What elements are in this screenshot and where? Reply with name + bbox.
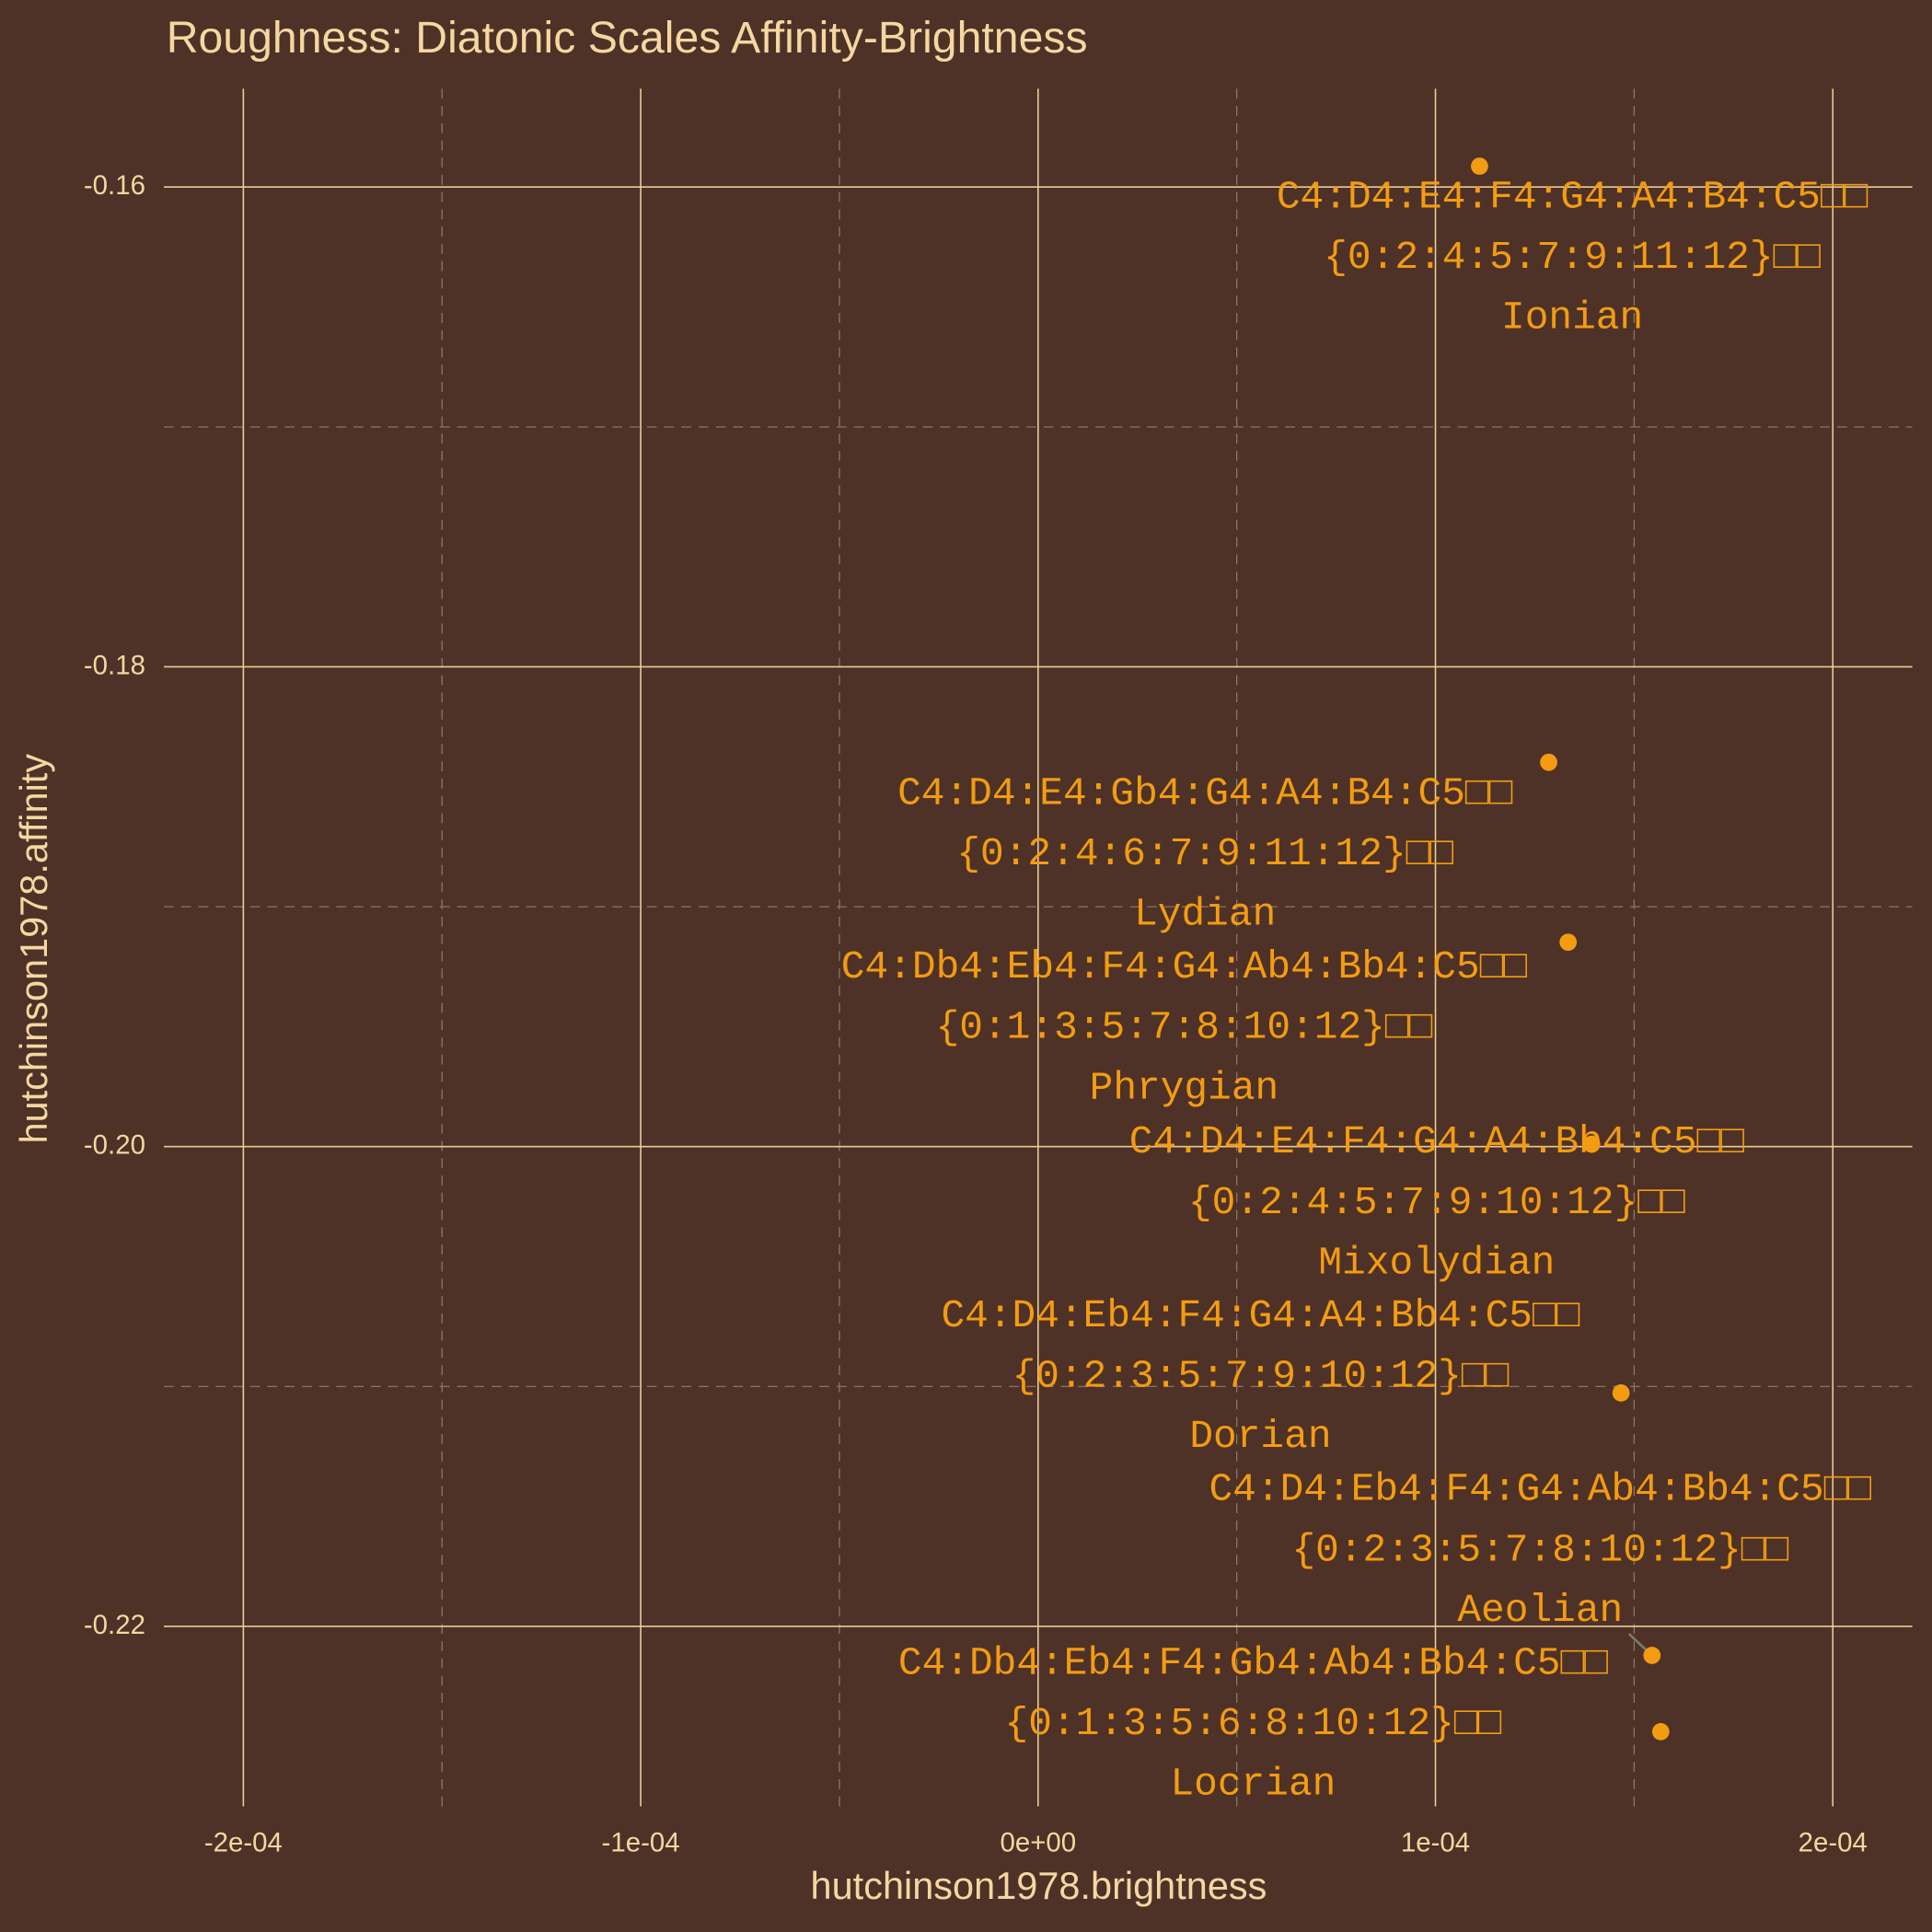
point-label: {0:2:4:5:7:9:10:12}□□ (1188, 1180, 1685, 1225)
point-label: C4:D4:Eb4:F4:G4:A4:Bb4:C5□□ (941, 1293, 1579, 1338)
point (1643, 1647, 1661, 1664)
point-label: Lydian (1134, 892, 1276, 937)
point-label: C4:Db4:Eb4:F4:G4:Ab4:Bb4:C5□□ (841, 944, 1528, 989)
point-label: {0:2:4:5:7:9:11:12}□□ (1324, 235, 1821, 280)
point-label: {0:1:3:5:6:8:10:12}□□ (1005, 1701, 1502, 1746)
y-tick-label: -0.22 (84, 1610, 145, 1640)
x-tick-label: 1e-04 (1401, 1828, 1470, 1858)
y-tick-label: -0.16 (84, 170, 145, 201)
point-label: C4:D4:E4:F4:G4:A4:B4:C5□□ (1277, 174, 1868, 219)
point (1612, 1384, 1630, 1402)
x-tick-label: -2e-04 (204, 1828, 283, 1858)
point-label: C4:D4:E4:Gb4:G4:A4:B4:C5□□ (897, 770, 1513, 816)
y-tick-label: -0.18 (84, 650, 145, 680)
x-tick-label: -1e-04 (602, 1828, 680, 1858)
point-label: Ionian (1501, 295, 1643, 341)
y-axis-title: hutchinson1978.affinity (12, 754, 55, 1144)
point-label: Locrian (1170, 1762, 1336, 1807)
point-label: Aeolian (1457, 1588, 1623, 1633)
point-label: Mixolydian (1318, 1240, 1555, 1285)
point-label: C4:Db4:Eb4:F4:Gb4:Ab4:Bb4:C5□□ (898, 1640, 1608, 1685)
point-label: {0:1:3:5:7:8:10:12}□□ (936, 1005, 1433, 1050)
x-tick-label: 0e+00 (1000, 1828, 1076, 1858)
point-label: Phrygian (1090, 1065, 1279, 1110)
point-label: Dorian (1189, 1414, 1331, 1459)
point-label: {0:2:3:5:7:8:10:12}□□ (1291, 1527, 1788, 1572)
x-axis-title: hutchinson1978.brightness (811, 1864, 1267, 1907)
point-label: {0:2:4:6:7:9:11:12}□□ (956, 831, 1453, 876)
chart-title: Roughness: Diatonic Scales Affinity-Brig… (167, 13, 1088, 63)
point (1559, 933, 1578, 952)
point (1651, 1723, 1670, 1741)
y-tick-label: -0.20 (84, 1130, 145, 1161)
label-leader (1627, 1633, 1650, 1654)
point-label: C4:D4:Eb4:F4:G4:Ab4:Bb4:C5□□ (1209, 1467, 1871, 1512)
x-tick-label: 2e-04 (1799, 1828, 1868, 1858)
point (1540, 753, 1557, 771)
point-label: {0:2:3:5:7:9:10:12}□□ (1012, 1354, 1510, 1399)
point-label: C4:D4:E4:F4:G4:A4:Bb4:C5□□ (1129, 1119, 1745, 1164)
point (1582, 1135, 1601, 1153)
point (1471, 157, 1488, 175)
